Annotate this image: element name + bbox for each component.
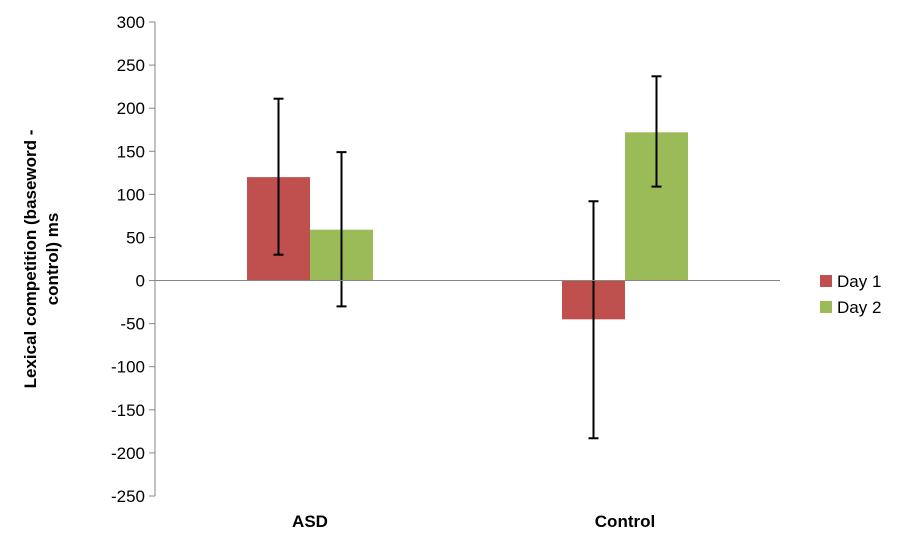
y-tick-label: -200: [111, 444, 145, 463]
x-axis-labels: ASD Control: [292, 512, 655, 531]
y-tick-label: 50: [126, 228, 145, 247]
y-tick-label: 150: [117, 142, 145, 161]
y-tick-label: 100: [117, 185, 145, 204]
y-tick-label: -50: [120, 315, 145, 334]
legend-label: Day 1: [837, 272, 881, 291]
x-category-label: ASD: [292, 512, 328, 531]
y-axis: 300 250 200 150 100 50 0 -50 -100 -150 -200 -250: [111, 13, 156, 506]
x-category-label: Control: [595, 512, 655, 531]
legend-swatch: [820, 301, 832, 313]
legend-swatch: [820, 275, 832, 287]
y-axis-title-line-1: Lexical competition (baseword -: [21, 130, 40, 389]
y-tick-label: 200: [117, 99, 145, 118]
y-tick-label: -250: [111, 487, 145, 506]
y-tick-label: 0: [136, 272, 145, 291]
y-tick-label: 300: [117, 13, 145, 32]
y-tick-label: -100: [111, 358, 145, 377]
y-tick-label: 250: [117, 56, 145, 75]
error-bars: [273, 75, 662, 440]
bars: [247, 132, 688, 320]
legend: Day 1 Day 2: [820, 272, 881, 317]
y-axis-title-line-2: control) ms: [43, 213, 62, 306]
legend-label: Day 2: [837, 298, 881, 317]
y-tick-label: -150: [111, 401, 145, 420]
